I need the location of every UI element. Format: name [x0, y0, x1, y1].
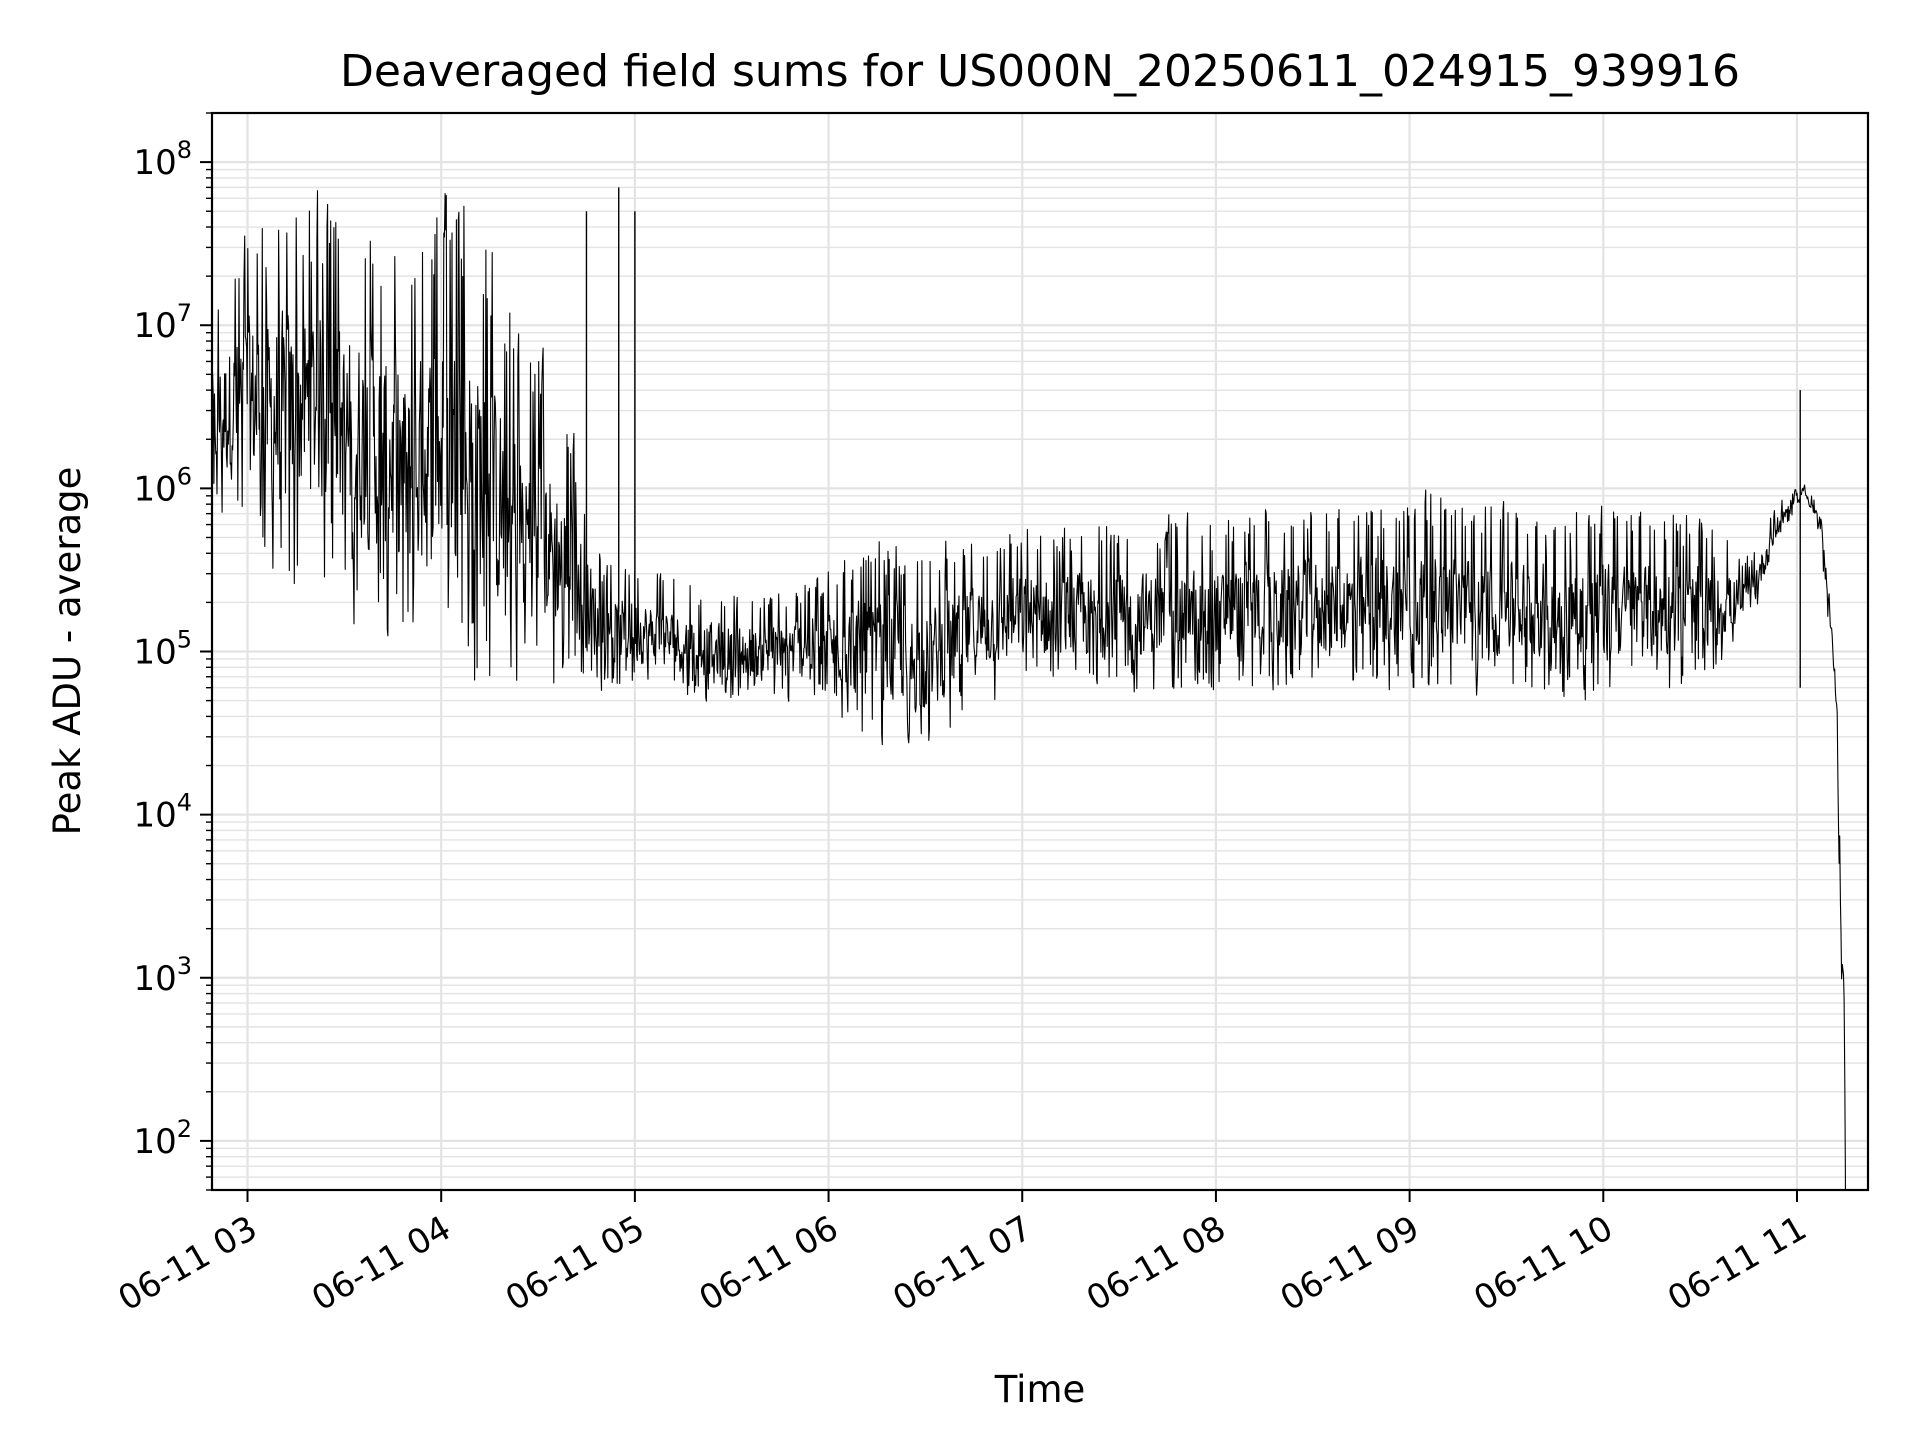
y-tick-base: 10: [133, 959, 176, 999]
y-tick-exponent: 5: [177, 626, 192, 654]
chart-title: Deaveraged field sums for US000N_2025061…: [340, 46, 1740, 97]
y-tick-label: 102: [133, 1115, 192, 1162]
y-tick-exponent: 6: [177, 462, 192, 490]
y-tick-label: 105: [133, 626, 192, 673]
y-axis-label: Peak ADU - average: [46, 467, 89, 836]
y-tick-label: 104: [133, 789, 192, 836]
y-tick-base: 10: [133, 469, 176, 509]
series-line: [211, 190, 1846, 1190]
y-tick-exponent: 2: [177, 1115, 192, 1143]
x-axis-label: Time: [994, 1368, 1086, 1411]
y-tick-exponent: 4: [177, 789, 192, 817]
y-tick-exponent: 3: [177, 952, 192, 980]
y-tick-exponent: 8: [177, 136, 192, 164]
y-tick-label: 106: [133, 462, 192, 509]
y-tick-label: 107: [133, 299, 192, 346]
y-tick-base: 10: [133, 633, 176, 673]
y-tick-base: 10: [133, 306, 176, 346]
y-tick-base: 10: [133, 796, 176, 836]
data-series: [211, 187, 1846, 1190]
y-tick-label: 103: [133, 952, 192, 999]
y-tick-label: 108: [133, 136, 192, 183]
y-tick-exponent: 7: [177, 299, 192, 327]
y-tick-base: 10: [133, 143, 176, 183]
y-tick-base: 10: [133, 1122, 176, 1162]
